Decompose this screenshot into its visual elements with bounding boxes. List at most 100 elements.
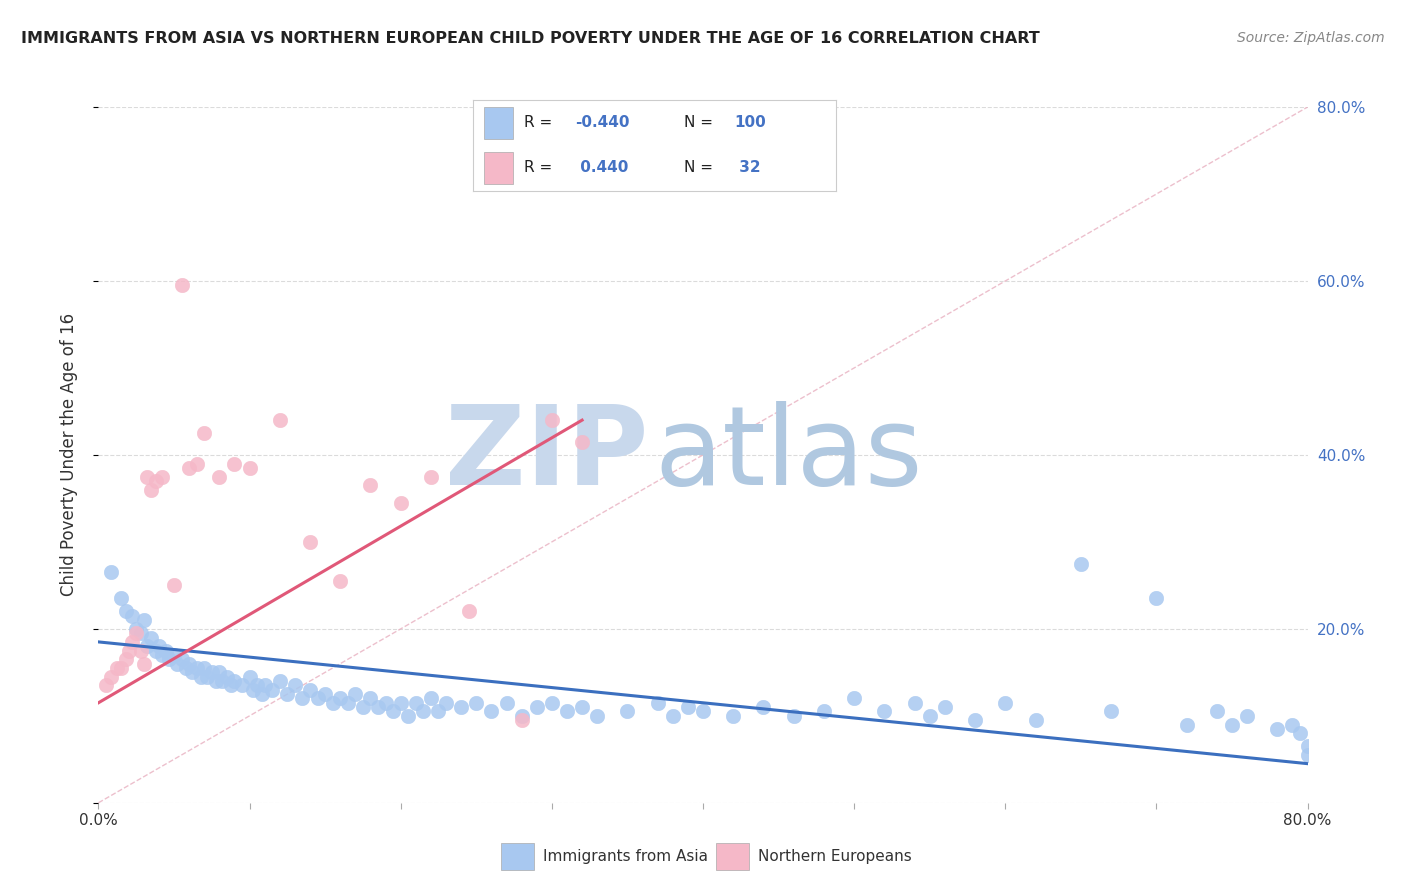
- Point: [166, 657, 188, 671]
- Text: Northern Europeans: Northern Europeans: [758, 849, 911, 863]
- Point: [155, 643, 177, 657]
- Point: [1289, 726, 1312, 740]
- Point: [250, 687, 273, 701]
- Point: [1070, 557, 1092, 571]
- Point: [208, 665, 231, 680]
- Point: [427, 705, 450, 719]
- Point: [269, 674, 291, 689]
- Point: [344, 687, 367, 701]
- Point: [329, 691, 352, 706]
- Point: [965, 713, 987, 727]
- Point: [114, 652, 136, 666]
- Point: [540, 413, 562, 427]
- Point: [174, 661, 197, 675]
- Text: Immigrants from Asia: Immigrants from Asia: [543, 849, 707, 863]
- Point: [586, 708, 609, 723]
- Point: [322, 696, 344, 710]
- Point: [692, 705, 714, 719]
- Point: [374, 696, 396, 710]
- Point: [457, 605, 479, 619]
- Point: [181, 665, 204, 680]
- Point: [246, 678, 269, 692]
- Point: [284, 678, 307, 692]
- Point: [510, 713, 533, 727]
- Point: [186, 457, 208, 471]
- Point: [571, 434, 593, 449]
- Bar: [501, 843, 534, 870]
- Point: [179, 657, 201, 671]
- Point: [163, 578, 186, 592]
- Point: [299, 682, 322, 697]
- Point: [145, 643, 167, 657]
- Point: [1220, 717, 1243, 731]
- Point: [307, 691, 329, 706]
- Point: [100, 566, 122, 580]
- Point: [150, 648, 173, 662]
- Point: [918, 708, 941, 723]
- Point: [352, 700, 374, 714]
- Point: [239, 670, 262, 684]
- Bar: [716, 843, 749, 870]
- Point: [934, 700, 956, 714]
- Point: [616, 705, 638, 719]
- Point: [141, 631, 163, 645]
- Point: [723, 708, 745, 723]
- Point: [434, 696, 457, 710]
- Point: [1267, 722, 1289, 736]
- Point: [367, 700, 389, 714]
- Point: [1144, 591, 1167, 606]
- Point: [1236, 708, 1258, 723]
- Point: [1296, 739, 1319, 754]
- Point: [135, 469, 157, 483]
- Point: [555, 705, 578, 719]
- Y-axis label: Child Poverty Under the Age of 16: Child Poverty Under the Age of 16: [59, 313, 77, 597]
- Point: [110, 591, 132, 606]
- Point: [163, 648, 186, 662]
- Point: [1281, 717, 1303, 731]
- Point: [110, 661, 132, 675]
- Point: [114, 605, 136, 619]
- Point: [105, 661, 128, 675]
- Point: [193, 426, 215, 441]
- Point: [495, 696, 517, 710]
- Text: IMMIGRANTS FROM ASIA VS NORTHERN EUROPEAN CHILD POVERTY UNDER THE AGE OF 16 CORR: IMMIGRANTS FROM ASIA VS NORTHERN EUROPEA…: [21, 31, 1040, 46]
- Point: [121, 635, 143, 649]
- Point: [141, 483, 163, 497]
- Point: [100, 670, 122, 684]
- Point: [129, 643, 152, 657]
- Point: [211, 674, 233, 689]
- Point: [221, 678, 243, 692]
- Point: [360, 478, 382, 492]
- Point: [193, 661, 215, 675]
- Point: [125, 626, 148, 640]
- Point: [329, 574, 352, 588]
- Point: [276, 687, 298, 701]
- Point: [231, 678, 253, 692]
- Point: [336, 696, 359, 710]
- Point: [242, 682, 264, 697]
- Point: [412, 705, 434, 719]
- Point: [125, 622, 148, 636]
- Point: [420, 469, 443, 483]
- Point: [118, 643, 141, 657]
- Point: [420, 691, 443, 706]
- Point: [132, 657, 155, 671]
- Point: [121, 608, 143, 623]
- Point: [382, 705, 405, 719]
- Point: [526, 700, 548, 714]
- Point: [571, 700, 593, 714]
- Point: [873, 705, 896, 719]
- Point: [269, 413, 291, 427]
- Point: [510, 708, 533, 723]
- Text: atlas: atlas: [655, 401, 924, 508]
- Point: [405, 696, 427, 710]
- Point: [150, 469, 173, 483]
- Point: [783, 708, 806, 723]
- Point: [314, 687, 336, 701]
- Text: Source: ZipAtlas.com: Source: ZipAtlas.com: [1237, 31, 1385, 45]
- Point: [190, 670, 212, 684]
- Point: [132, 613, 155, 627]
- Point: [994, 696, 1017, 710]
- Point: [195, 670, 218, 684]
- Point: [389, 696, 412, 710]
